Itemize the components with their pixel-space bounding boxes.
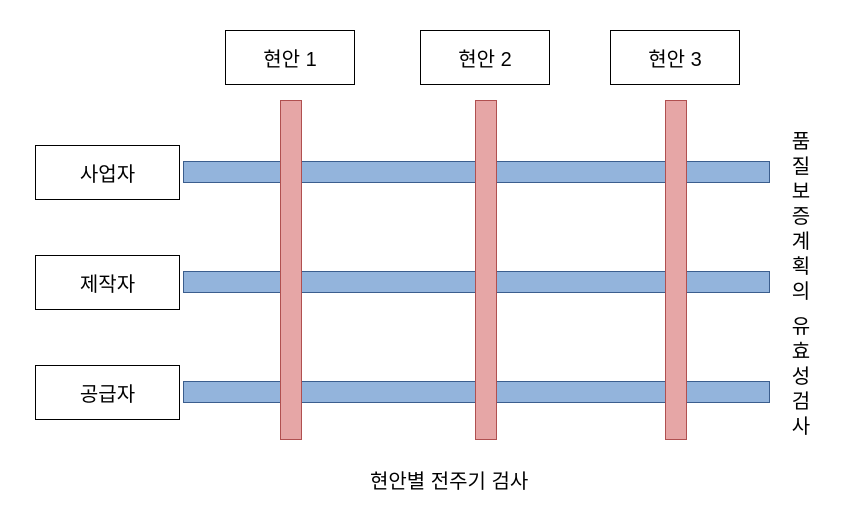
top-box-2: 현안 3 — [610, 30, 740, 85]
vertical-bar-2 — [665, 100, 687, 440]
top-box-label: 현안 1 — [263, 43, 316, 72]
bottom-label: 현안별 전주기 검사 — [370, 465, 528, 494]
top-box-0: 현안 1 — [225, 30, 355, 85]
side-label: 품질보증계획의유효성검사 — [788, 130, 814, 440]
left-box-1: 제작자 — [35, 255, 180, 310]
left-box-label: 사업자 — [80, 158, 135, 187]
top-box-label: 현안 3 — [648, 43, 701, 72]
top-box-label: 현안 2 — [458, 43, 511, 72]
left-box-0: 사업자 — [35, 145, 180, 200]
left-box-label: 제작자 — [80, 268, 135, 297]
left-box-2: 공급자 — [35, 365, 180, 420]
vertical-bar-1 — [475, 100, 497, 440]
left-box-label: 공급자 — [80, 378, 135, 407]
top-box-1: 현안 2 — [420, 30, 550, 85]
vertical-bar-0 — [280, 100, 302, 440]
